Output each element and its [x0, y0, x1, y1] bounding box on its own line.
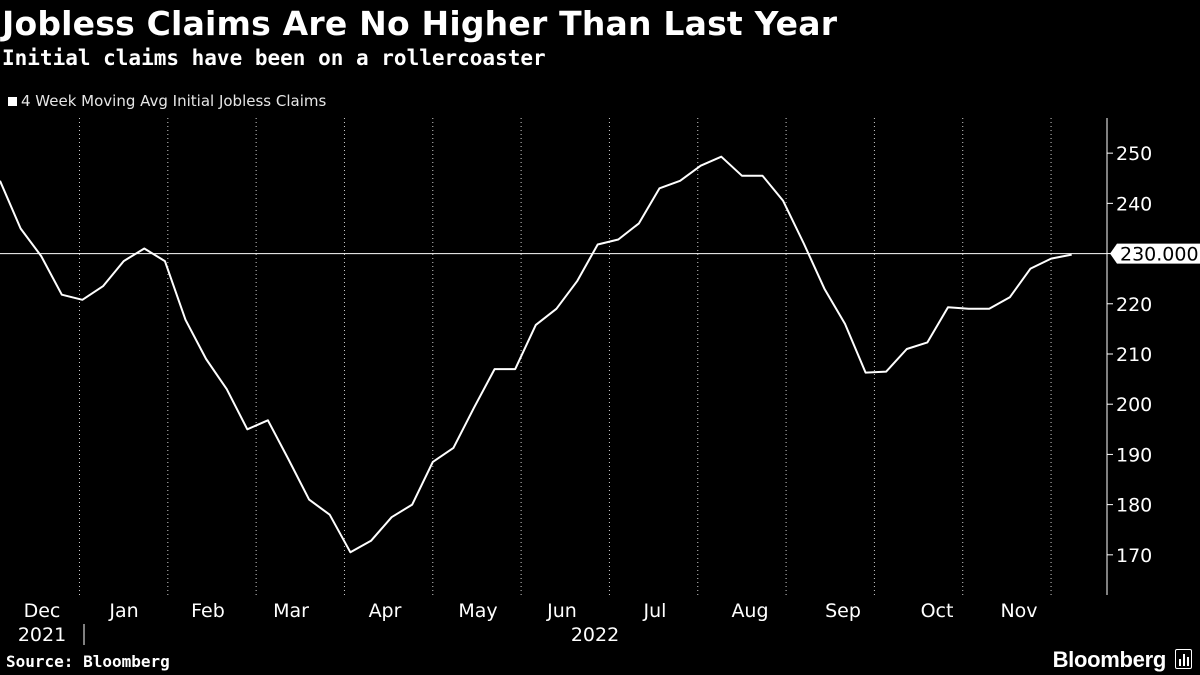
x-tick-label: Jul: [643, 600, 667, 622]
series-line: [0, 155, 1072, 554]
y-tick-label: 240: [1116, 193, 1152, 215]
x-tick-label: May: [458, 600, 497, 622]
y-tick-label: 210: [1116, 344, 1152, 366]
x-tick-label: Nov: [1000, 600, 1037, 622]
chart-subtitle: Initial claims have been on a rollercoas…: [2, 46, 546, 70]
x-tick-label: Apr: [369, 600, 402, 622]
x-tick-label: Jun: [546, 600, 577, 622]
y-tick-label: 190: [1116, 444, 1152, 466]
legend-label: 4 Week Moving Avg Initial Jobless Claims: [21, 92, 327, 110]
y-tick-label: 180: [1116, 495, 1152, 517]
chart-title: Jobless Claims Are No Higher Than Last Y…: [2, 4, 838, 43]
x-year-label: 2021: [18, 624, 66, 646]
y-tick-label: 200: [1116, 394, 1152, 416]
last-value-label: 230.000: [1120, 244, 1199, 266]
y-tick-label: 220: [1116, 294, 1152, 316]
x-tick-label: Feb: [191, 600, 225, 622]
y-tick-label: 250: [1116, 143, 1152, 165]
legend-swatch: [8, 96, 17, 106]
last-value-marker: [1110, 243, 1200, 264]
x-tick-label: Dec: [24, 600, 61, 622]
bloomberg-logo: Bloomberg: [1052, 647, 1167, 672]
x-tick-label: Jan: [108, 600, 138, 622]
y-tick-label: 170: [1116, 545, 1152, 567]
x-tick-label: Aug: [731, 600, 768, 622]
x-tick-label: Oct: [921, 600, 954, 622]
x-tick-label: Mar: [273, 600, 309, 622]
legend: 4 Week Moving Avg Initial Jobless Claims: [8, 92, 326, 110]
x-year-label: 2022: [571, 624, 619, 646]
bloomberg-logo-icon: [1175, 649, 1192, 669]
x-tick-label: Sep: [825, 600, 861, 622]
source-note: Source: Bloomberg: [6, 652, 170, 671]
